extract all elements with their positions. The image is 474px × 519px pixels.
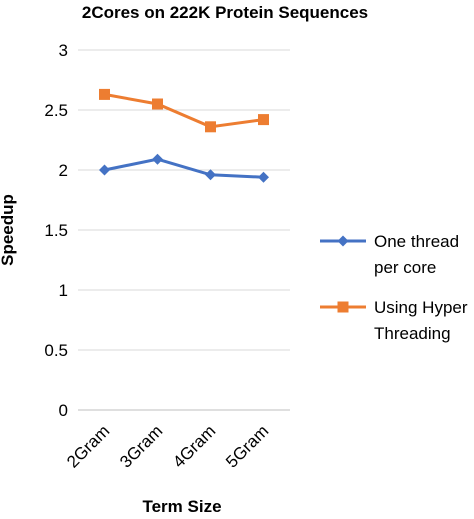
y-tick-label: 1 bbox=[59, 281, 68, 300]
x-axis-label: Term Size bbox=[142, 497, 221, 516]
data-point bbox=[258, 171, 269, 183]
gridlines bbox=[78, 49, 290, 411]
data-point bbox=[99, 164, 110, 176]
legend-swatch-marker bbox=[337, 235, 349, 247]
x-tick-label: 3Gram bbox=[116, 421, 166, 471]
x-tick-label: 2Gram bbox=[63, 421, 113, 471]
legend-label: Using Hyper bbox=[374, 298, 468, 317]
series-layer bbox=[99, 88, 269, 183]
y-tick-label: 1.5 bbox=[44, 221, 68, 240]
data-point bbox=[205, 169, 216, 181]
y-axis-label: Speedup bbox=[0, 194, 17, 266]
legend-swatch-marker bbox=[337, 301, 349, 313]
legend-label: Threading bbox=[374, 324, 451, 343]
data-point bbox=[99, 88, 110, 100]
x-tick-label: 4Gram bbox=[169, 421, 219, 471]
legend-item: Using Hyper Threading bbox=[320, 298, 468, 343]
y-tick-label: 3 bbox=[59, 41, 68, 60]
data-point bbox=[152, 153, 163, 165]
data-point bbox=[152, 98, 163, 110]
legend-label: per core bbox=[374, 258, 436, 277]
series-line bbox=[104, 157, 264, 179]
legend: One thread per core Using Hyper Threading bbox=[320, 232, 468, 343]
legend-item: One thread per core bbox=[320, 232, 459, 277]
x-tick-label: 5Gram bbox=[222, 421, 272, 471]
y-tick-label: 2 bbox=[59, 161, 68, 180]
series-1 bbox=[99, 153, 269, 183]
y-tick-label: 2.5 bbox=[44, 101, 68, 120]
x-axis-ticks: 2Gram 3Gram 4Gram 5Gram bbox=[63, 421, 272, 471]
series-2 bbox=[99, 88, 269, 133]
chart-title: 2Cores on 222K Protein Sequences bbox=[82, 3, 368, 22]
data-point bbox=[205, 121, 216, 133]
y-tick-label: 0.5 bbox=[44, 341, 68, 360]
y-axis-ticks: 0 0.5 1 1.5 2 2.5 3 bbox=[44, 41, 68, 420]
legend-label: One thread bbox=[374, 232, 459, 251]
data-point bbox=[258, 114, 269, 126]
series-line bbox=[104, 92, 264, 129]
y-tick-label: 0 bbox=[59, 401, 68, 420]
